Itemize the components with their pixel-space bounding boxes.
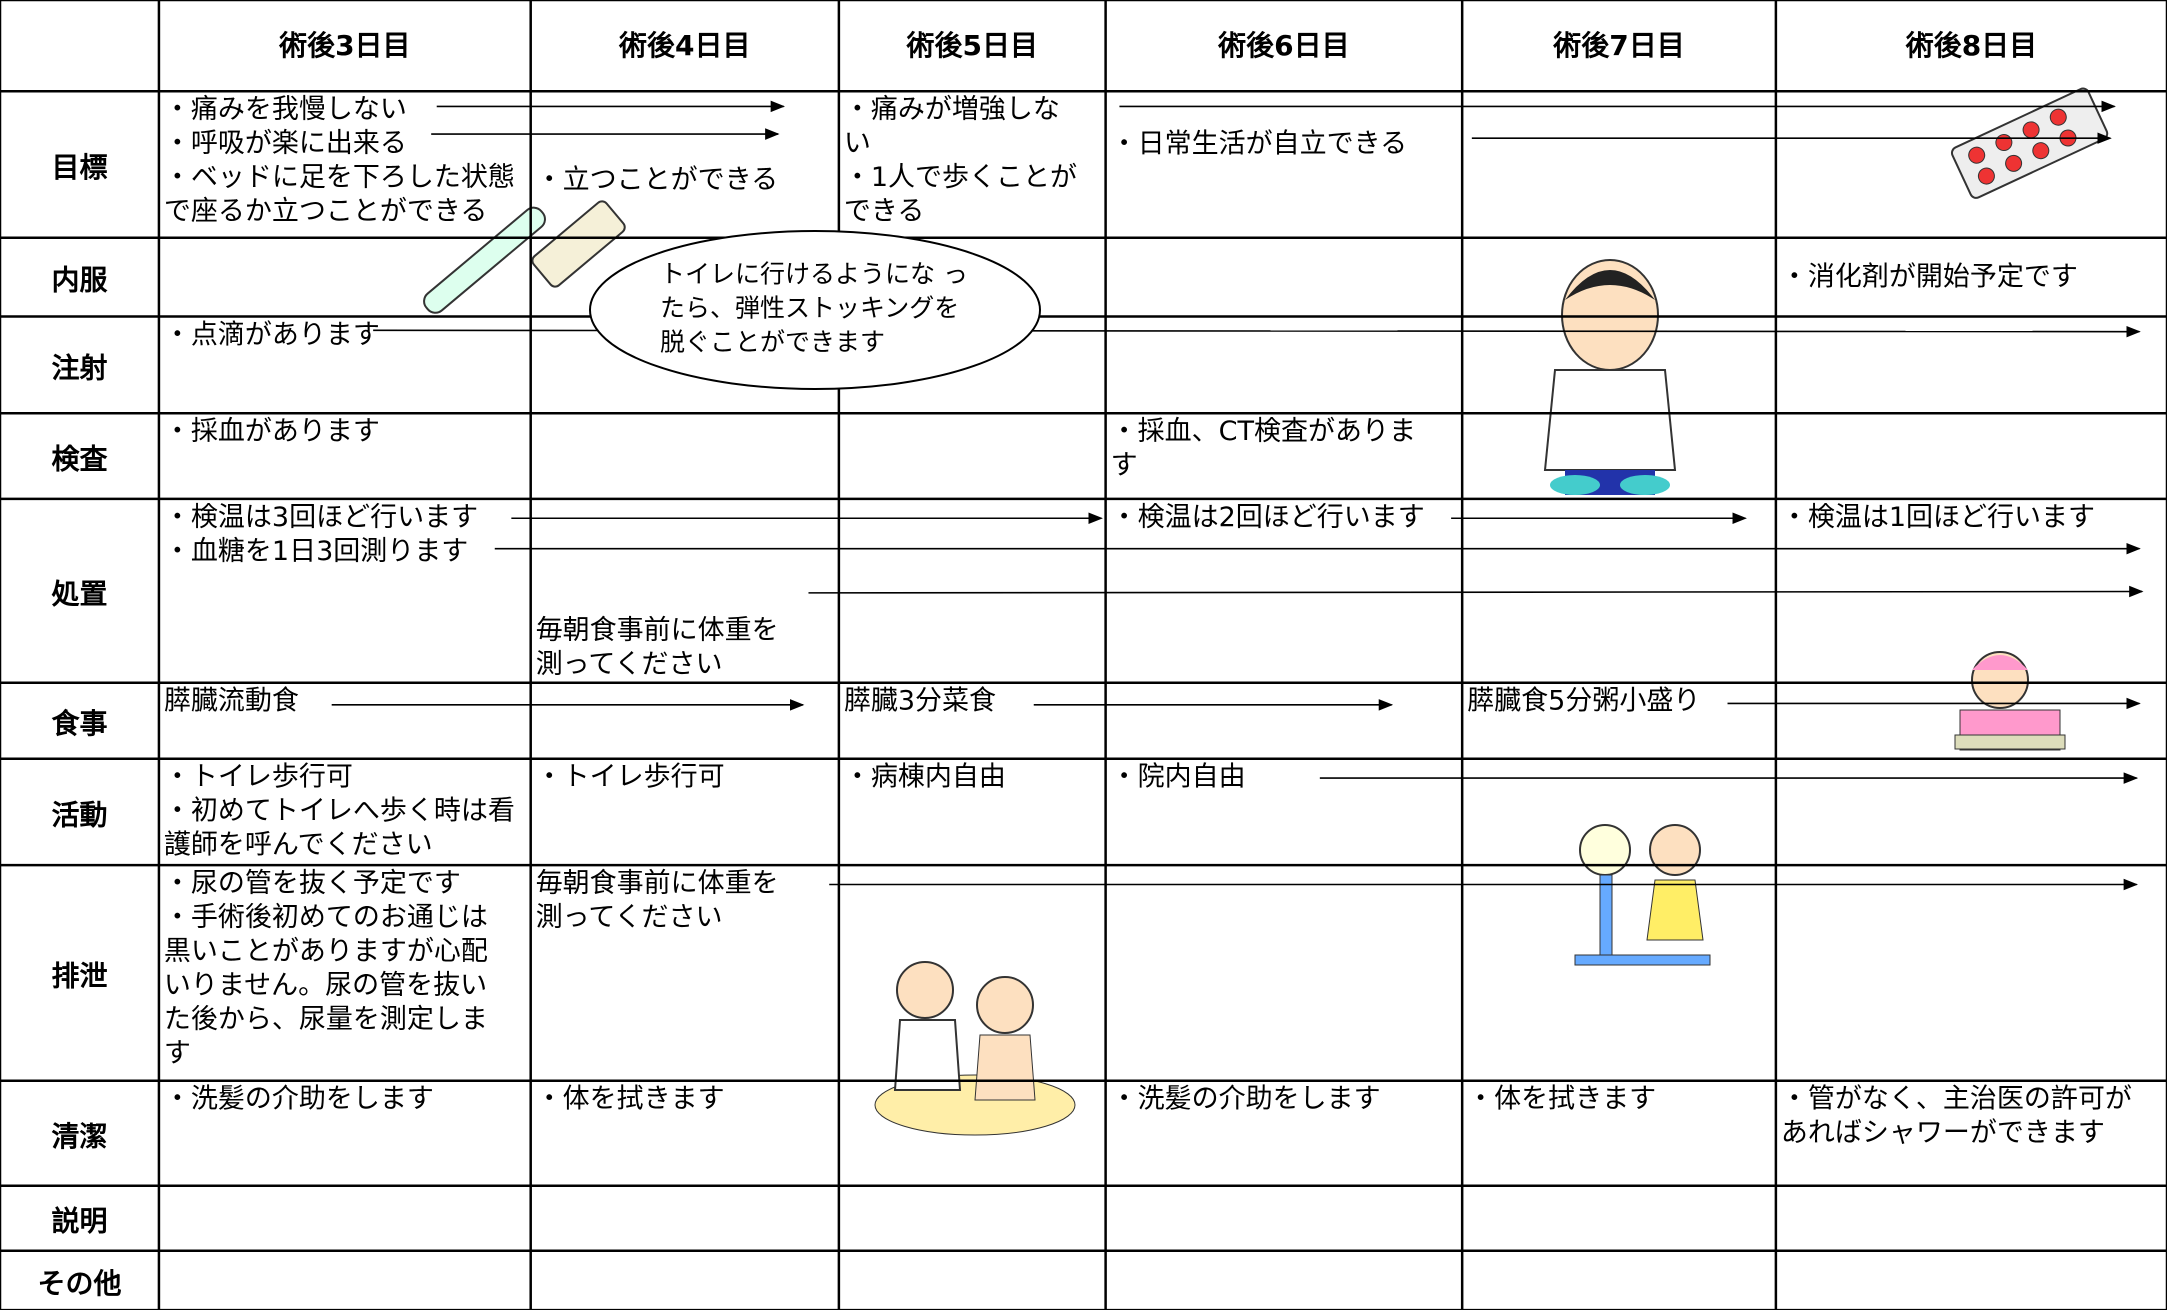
row-label: 注射 [51, 351, 107, 384]
cell-text: 毎朝食事前に体重を [536, 868, 779, 899]
cell-text: ・手術後初めてのお通じは [164, 902, 488, 933]
cell-text: いりません。尿の管を抜い [164, 970, 487, 1001]
cell-text: ・採血があります [164, 416, 380, 447]
cell-text: ・日常生活が自立できる [1111, 129, 1407, 160]
callout-text: たら、弾性ストッキングを [660, 294, 959, 323]
cell-text: ・点滴があります [164, 319, 380, 350]
cell-text: た後から、尿量を測定しま [164, 1004, 488, 1035]
illustration-doctor [1543, 259, 1677, 495]
cell-text: で座るか立つことができる [164, 196, 487, 227]
callout-bubble [589, 230, 1041, 390]
cell-text: ・検温は3回ほど行います [164, 502, 478, 533]
cell-text: ・血糖を1日3回測ります [164, 536, 468, 567]
column-header: 術後4日目 [618, 29, 750, 62]
row-label: 清潔 [51, 1120, 107, 1153]
cell-text: できる [844, 196, 924, 227]
cell-text: す [1111, 450, 1138, 481]
cell-text: ・トイレ歩行可 [164, 762, 353, 793]
cell-text: 黒いことがありますが心配 [164, 936, 488, 967]
cell-text: 膵臓食5分粥小盛り [1467, 686, 1700, 717]
cell-text: あればシャワーができます [1781, 1118, 2105, 1149]
cell-text: ・呼吸が楽に出来る [164, 128, 407, 159]
row-label: 説明 [51, 1205, 107, 1238]
cell-text: ・初めてトイレへ歩く時は看 [164, 796, 515, 827]
cell-text: ・院内自由 [1111, 762, 1246, 793]
illustration-scale [1574, 824, 1711, 966]
callout-text: トイレに行けるようにな っ [660, 260, 968, 289]
column-header: 術後7日目 [1552, 29, 1684, 62]
cell-text: ・体を拭きます [1467, 1084, 1656, 1115]
cell-text: ・検温は1回ほど行います [1781, 502, 2095, 533]
cell-text: 測ってください [536, 649, 723, 680]
row-label: その他 [37, 1267, 121, 1300]
row-label: 排泄 [51, 959, 107, 992]
cell-text: ・洗髪の介助をします [1111, 1084, 1381, 1115]
cell-text: 測ってください [536, 902, 723, 933]
cell-text: ・消化剤が開始予定です [1781, 261, 2078, 292]
illustration-thermometer [423, 200, 626, 314]
cell-text: ・痛みを我慢しない [164, 94, 407, 125]
cell-text: 膵臓3分菜食 [844, 686, 996, 717]
cell-text: 膵臓流動食 [164, 686, 299, 717]
illustration-nurse-patient [874, 961, 1076, 1136]
illustration-nurse-tray [1954, 651, 2066, 751]
cell-text: ・ベッドに足を下ろした状態 [164, 162, 515, 193]
cell-text: 護師を呼んでください [164, 830, 433, 861]
row-label: 検査 [51, 443, 107, 476]
cell-text: ・管がなく、主治医の許可が [1781, 1084, 2132, 1115]
cell-text: い [844, 128, 871, 159]
arrow [808, 585, 2144, 598]
column-header: 術後6日目 [1217, 29, 1349, 62]
row-label: 目標 [51, 151, 107, 184]
column-header: 術後3日目 [278, 29, 410, 62]
column-header: 術後8日目 [1905, 29, 2037, 62]
row-label: 内服 [51, 264, 108, 297]
cell-text: ・トイレ歩行可 [536, 762, 725, 793]
cell-text: ・洗髪の介助をします [164, 1084, 434, 1115]
cell-text: ・痛みが増強しな [844, 94, 1060, 125]
cell-text: 毎朝食事前に体重を [536, 615, 779, 646]
cell-text: ・尿の管を抜く予定です [164, 868, 461, 899]
cell-text: ・病棟内自由 [844, 762, 1006, 793]
row-label: 食事 [51, 707, 107, 740]
cell-text: ・検温は2回ほど行います [1111, 502, 1425, 533]
cell-text: す [164, 1038, 191, 1069]
cell-text: ・体を拭きます [536, 1084, 725, 1115]
column-header: 術後5日目 [906, 29, 1038, 62]
row-label: 処置 [51, 577, 107, 610]
row-label: 活動 [51, 798, 107, 831]
cell-text: ・1人で歩くことが [844, 162, 1077, 193]
illustration-pills [1950, 87, 2109, 199]
cell-text: ・立つことができる [536, 165, 778, 196]
callout-text: 脱ぐことができます [660, 328, 885, 357]
cell-text: ・採血、CT検査がありま [1111, 416, 1416, 447]
